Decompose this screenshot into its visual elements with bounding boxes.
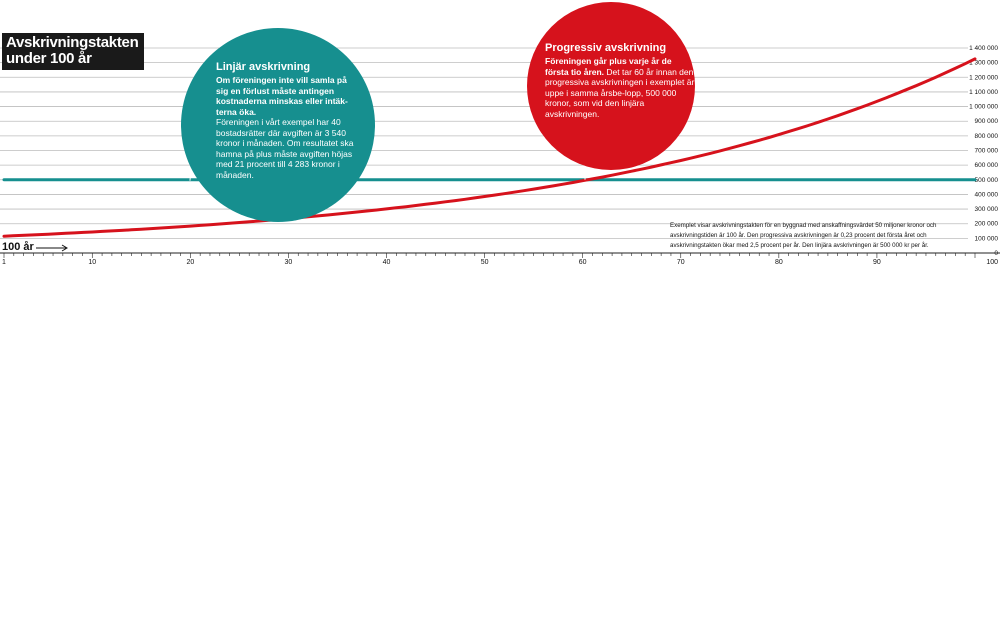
chart-footnote: Exemplet visar avskrivningstakten för en… (670, 222, 937, 249)
y-tick-label: 300 000 (975, 206, 999, 213)
y-tick-label: 800 000 (975, 133, 999, 140)
x-tick-label: 100 (986, 259, 998, 266)
y-tick-label: 1 300 000 (969, 60, 998, 67)
series-lines (2, 57, 977, 238)
linear-depreciation-bubble: Linjär avskrivning Om föreningen inte vi… (181, 28, 375, 222)
x-tick-label: 80 (775, 259, 783, 266)
x-tick-label: 30 (285, 259, 293, 266)
y-tick-label: 100 000 (975, 235, 999, 242)
y-tick-label: 1 100 000 (969, 89, 998, 96)
y-tick-label: 700 000 (975, 148, 999, 155)
progressive-leader (584, 165, 591, 180)
x-tick-label: 40 (383, 259, 391, 266)
y-tick-label: 400 000 (975, 191, 999, 198)
chart-title-line1: Avskrivningstakten (6, 34, 139, 51)
y-tick-label: 600 000 (975, 162, 999, 169)
x-axis: 1 10 20 30 40 50 60 70 80 90 100 (0, 252, 1000, 266)
y-tick-label: 1 200 000 (969, 74, 998, 81)
x-tick-label: 10 (88, 259, 96, 266)
progressive-depreciation-bubble: Progressiv avskrivning Föreningen går pl… (527, 2, 695, 170)
x-tick-label: 1 (2, 259, 6, 266)
series-progressive-line (2, 57, 977, 238)
progressive-bubble-lead: Föreningen går plus varje år de första t… (545, 56, 672, 77)
progressive-bubble-title: Progressiv avskrivning (545, 42, 667, 54)
y-tick-label: 200 000 (975, 221, 999, 228)
linear-bubble-lead: Om föreningen inte vill samla på sig en … (216, 75, 348, 117)
x-tick-label: 60 (579, 259, 587, 266)
chart-title: Avskrivningstakten under 100 år (2, 33, 145, 70)
y-tick-label: 500 000 (975, 177, 999, 184)
x-tick-label: 90 (873, 259, 881, 266)
y-tick-label: 900 000 (975, 118, 999, 125)
x-tick-label: 20 (186, 259, 194, 266)
chart-title-line2: under 100 år (6, 50, 92, 67)
y-tick-label: 1 400 000 (969, 45, 998, 52)
progressive-bubble-body: Det tar 60 år innan den progressiva avsk… (545, 66, 695, 119)
hundred-years-label: 100 år (2, 241, 34, 253)
arrow-head (61, 244, 68, 252)
x-tick-label: 50 (481, 259, 489, 266)
linear-bubble-title: Linjär avskrivning (216, 61, 311, 73)
y-tick-label: 1 000 000 (969, 104, 998, 111)
linear-bubble-body: Föreningen i vårt exempel har 40 bostads… (216, 117, 354, 180)
x-tick-label: 70 (677, 259, 685, 266)
hundred-years-arrow (36, 244, 68, 252)
